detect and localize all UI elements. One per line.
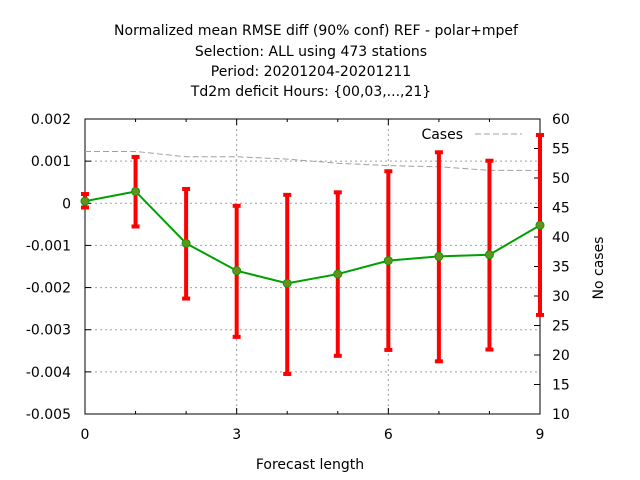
y-tick-label: 0.001 (31, 154, 71, 170)
data-point-1 (131, 186, 141, 196)
y-tick-label: 0 (62, 196, 71, 212)
y2-tick-label: 25 (552, 319, 570, 335)
y-tick-label: -0.005 (26, 407, 71, 423)
data-point-6 (383, 256, 393, 266)
cases-line (85, 150, 540, 171)
chart-title: Normalized mean RMSE diff (90% conf) REF… (114, 23, 519, 100)
y2-tick-label: 45 (552, 201, 570, 217)
data-point-2 (181, 238, 191, 248)
x-tick-label: 6 (384, 427, 393, 443)
data-point-5 (333, 269, 343, 279)
plot-frame (84, 118, 541, 415)
y2-tick-label: 30 (552, 289, 570, 305)
y-tick-label: -0.003 (26, 323, 71, 339)
y2-tick-label: 60 (552, 112, 570, 128)
x-axis-label: Forecast length (256, 457, 364, 473)
data-point-7 (434, 251, 444, 261)
y2-tick-label: 55 (552, 142, 570, 158)
x-tick-label: 0 (81, 427, 90, 443)
y2-tick-label: 20 (552, 348, 570, 364)
y2-tick-label: 50 (552, 171, 570, 187)
y-tick-label: -0.004 (26, 365, 71, 381)
y2-tick-label: 40 (552, 230, 570, 246)
y-tick-label: -0.001 (26, 238, 71, 254)
x-tick-label: 9 (536, 427, 545, 443)
title-line-3: Period: 20201204-20201211 (211, 64, 411, 80)
legend: Cases (421, 127, 522, 143)
y2-tick-label: 10 (552, 407, 570, 423)
series (80, 133, 545, 376)
y2-axis-label: No cases (591, 237, 607, 300)
data-point-9 (535, 220, 545, 230)
data-point-8 (484, 250, 494, 260)
grid (85, 119, 540, 414)
axes: 0 3 6 9 0.002 0.001 0 -0.001 -0.002 -0.003 -0.004 -… (26, 112, 570, 443)
y2-tick-label: 15 (552, 378, 570, 394)
title-line-2: Selection: ALL using 473 stations (195, 44, 427, 60)
data-point-3 (232, 266, 242, 276)
y-tick-label: -0.002 (26, 281, 71, 297)
y-tick-label: 0.002 (31, 112, 71, 128)
data-point-4 (282, 278, 292, 288)
title-line-1: Normalized mean RMSE diff (90% conf) REF… (114, 23, 519, 39)
data-point-0 (80, 196, 90, 206)
main-line (84, 190, 541, 285)
y2-tick-label: 35 (552, 260, 570, 276)
title-line-4: Td2m deficit Hours: {00,03,...,21} (190, 84, 431, 100)
x-tick-label: 3 (232, 427, 241, 443)
legend-label-cases: Cases (421, 127, 463, 143)
